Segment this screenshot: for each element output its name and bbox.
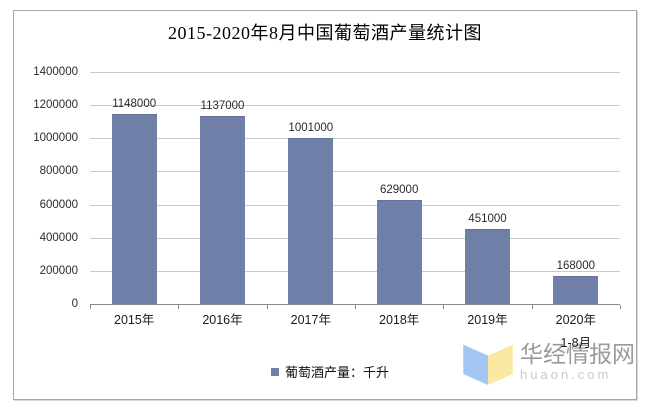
- y-axis-tick-label: 1200000: [33, 99, 78, 112]
- watermark: 华经情报网 huaon.com: [462, 341, 635, 385]
- x-axis-tick: [620, 305, 621, 309]
- gridline: [90, 237, 620, 239]
- plot-area: 1148000 1137000 1001000 629000 451000 168000: [90, 72, 620, 305]
- gridline: [90, 171, 620, 173]
- y-axis-tick-label: 200000: [39, 264, 78, 277]
- bar-value-label: 1137000: [200, 99, 245, 112]
- x-axis-tick: [178, 305, 180, 309]
- gridline: [90, 72, 620, 73]
- legend-marker-icon: [270, 367, 279, 376]
- x-axis-tick: [531, 305, 533, 309]
- x-axis-sublabel-text: 1-8月: [560, 336, 592, 350]
- bar-2016年: [200, 115, 245, 304]
- watermark-site-domain: huaon.com: [520, 367, 612, 382]
- x-axis-label-2019年: 2019年: [443, 313, 531, 328]
- x-axis-label-2015年: 2015年: [90, 313, 178, 328]
- bar-value-label: 1148000: [112, 97, 157, 110]
- y-axis-tick-label: 0: [71, 298, 78, 310]
- x-axis-label-2020年: 2020年 1-8月: [532, 313, 620, 351]
- x-axis-label-text: 2019年: [467, 313, 508, 327]
- gridline: [90, 270, 620, 272]
- x-axis-label-text: 2016年: [202, 313, 243, 327]
- gridline: [90, 105, 620, 107]
- x-axis-label-text: 2017年: [290, 313, 331, 327]
- x-axis-tick: [355, 305, 356, 309]
- x-axis-label-text: 2018年: [379, 313, 420, 327]
- gridline: [90, 138, 620, 140]
- x-axis-label-2018年: 2018年: [355, 313, 443, 328]
- y-axis-tick-label: 1000000: [33, 132, 78, 145]
- huaon-logo-icon: [463, 344, 513, 385]
- y-axis-tick-label: 1400000: [33, 66, 78, 78]
- bar-2020年: [553, 276, 599, 304]
- y-axis-tick-label: 800000: [39, 165, 78, 178]
- gridline: [90, 204, 620, 206]
- bar-2015年: [111, 113, 157, 304]
- watermark-site-name: 华经情报网: [520, 341, 635, 367]
- x-axis-tick: [266, 305, 268, 309]
- watermark-text-block: 华经情报网 huaon.com: [520, 341, 635, 382]
- bar-2019年: [465, 229, 510, 304]
- bar-2017年: [288, 138, 334, 304]
- bar-value-label: 451000: [468, 213, 507, 226]
- x-axis-label-text: 2015年: [114, 313, 155, 327]
- bar-value-label: 168000: [556, 260, 595, 273]
- bar-value-label: 629000: [379, 183, 419, 196]
- legend-label: 葡萄酒产量：千升: [284, 365, 390, 380]
- bar-2018年: [376, 199, 422, 304]
- x-axis-label-2017年: 2017年: [267, 313, 355, 328]
- bar-value-label: 1001000: [288, 122, 334, 135]
- logo-left-wing: [463, 344, 488, 385]
- x-axis-tick: [443, 305, 445, 309]
- legend: 葡萄酒产量：千升: [270, 362, 390, 381]
- y-axis-tick-label: 600000: [39, 198, 78, 211]
- chart-title: 2015-2020年8月中国葡萄酒产量统计图: [168, 23, 482, 43]
- x-axis-tick: [90, 305, 91, 309]
- x-axis-label-text: 2020年: [555, 313, 596, 327]
- logo-right-wing: [488, 344, 513, 385]
- y-axis-tick-label: 400000: [39, 231, 78, 244]
- x-axis-label-2016年: 2016年: [178, 313, 266, 328]
